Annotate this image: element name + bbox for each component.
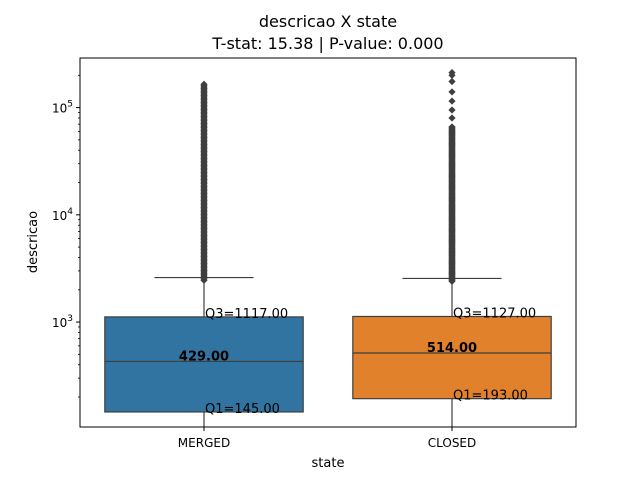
q1-label: Q1=193.00	[453, 389, 528, 404]
y-tick-label: 105	[52, 100, 73, 116]
y-axis-label: descricao	[26, 211, 41, 273]
outlier-marker	[448, 77, 456, 86]
outlier-marker	[448, 88, 456, 96]
outlier-marker	[448, 123, 456, 131]
chart-title: descricao X state	[259, 12, 397, 31]
plot-area: 429.00 Q3=1117.00 Q1=145.00 514.00 Q3=1127.0…	[104, 68, 552, 427]
outlier-marker	[448, 68, 456, 77]
chart-subtitle: T-stat: 15.38 | P-value: 0.000	[211, 34, 443, 53]
q3-label: Q3=1127.00	[453, 306, 536, 321]
x-axis-label: state	[312, 456, 345, 471]
outlier-marker	[200, 80, 208, 88]
x-tick-label: CLOSED	[428, 436, 477, 450]
axes-frame	[79, 57, 577, 428]
outlier-marker	[448, 97, 456, 105]
outlier-marker	[448, 106, 456, 114]
median-label: 514.00	[427, 341, 477, 356]
x-tick-label: MERGED	[178, 436, 230, 450]
y-tick-label: 104	[52, 207, 73, 223]
y-tick-label: 103	[52, 314, 73, 330]
q1-label: Q1=145.00	[205, 402, 280, 417]
box-closed	[352, 315, 552, 400]
outlier-marker	[448, 114, 456, 122]
q3-label: Q3=1117.00	[205, 307, 288, 322]
box-merged	[104, 316, 304, 413]
median-label: 429.00	[179, 349, 229, 364]
